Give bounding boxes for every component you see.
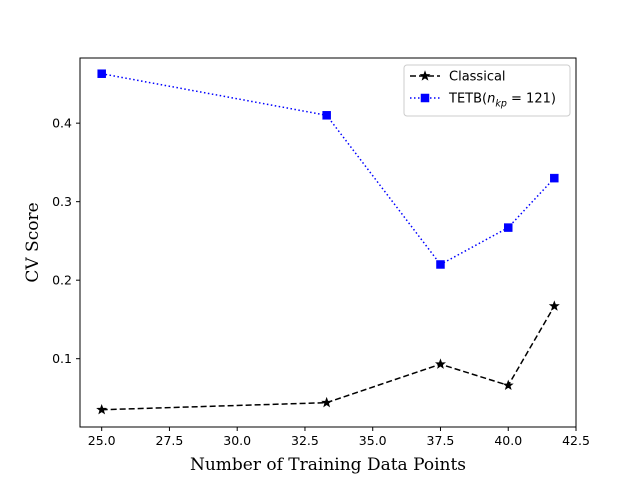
legend-label-tetb-subscript: kp xyxy=(495,99,507,110)
series-layer xyxy=(96,69,560,415)
x-tick-label: 27.5 xyxy=(156,433,184,448)
data-point-tetb xyxy=(97,69,106,78)
legend-label-classical: Classical xyxy=(449,70,506,85)
x-tick-label: 37.5 xyxy=(427,433,455,448)
y-axis-title: CV Score xyxy=(23,202,43,282)
legend-marker-tetb xyxy=(420,93,430,103)
legend-label-tetb-suffix: = 121) xyxy=(507,92,556,107)
x-axis-ticks: 25.0 27.5 30.0 32.5 35.0 37.5 40.0 42.5 xyxy=(88,427,590,448)
legend-label-tetb-prefix: TETB( xyxy=(448,92,487,107)
data-point-classical xyxy=(548,300,560,311)
y-axis-ticks: 0.1 0.2 0.3 0.4 xyxy=(52,116,80,366)
data-point-classical xyxy=(502,379,514,391)
legend-label-tetb: TETB(nkp = 121) xyxy=(448,92,556,110)
y-tick-label: 0.3 xyxy=(52,194,72,209)
legend-marker-shape xyxy=(420,93,430,103)
x-tick-label: 35.0 xyxy=(359,433,387,448)
y-tick-label: 0.2 xyxy=(52,273,72,288)
legend: Classical TETB(nkp = 121) xyxy=(403,64,571,117)
data-point-tetb xyxy=(436,260,445,269)
x-tick-label: 40.0 xyxy=(494,433,522,448)
data-point-tetb xyxy=(503,223,513,232)
series-tetb xyxy=(97,69,559,269)
data-point-tetb xyxy=(550,173,559,183)
data-point-classical xyxy=(321,396,333,408)
data-point-tetb xyxy=(322,111,331,120)
x-tick-label: 30.0 xyxy=(223,433,251,448)
x-tick-label: 25.0 xyxy=(88,433,116,448)
x-axis-title: Number of Training Data Points xyxy=(190,455,466,475)
y-tick-label: 0.4 xyxy=(52,116,72,131)
legend-marker-classical xyxy=(419,70,431,81)
x-tick-label: 32.5 xyxy=(291,433,319,448)
legend-marker-shape xyxy=(419,70,431,81)
series-classical xyxy=(96,300,560,415)
legend-box xyxy=(403,64,571,117)
x-tick-label: 42.5 xyxy=(562,433,590,448)
legend-label-tetb-variable: n xyxy=(487,92,495,107)
data-point-classical xyxy=(96,403,108,415)
data-point-classical xyxy=(435,358,446,369)
y-tick-label: 0.1 xyxy=(52,351,72,366)
